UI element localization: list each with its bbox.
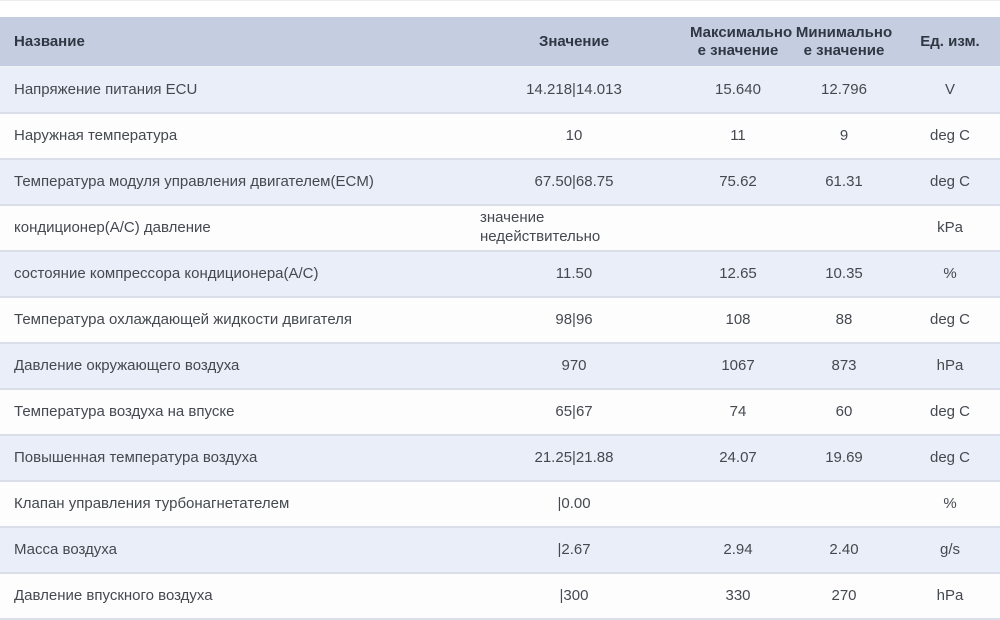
cell-name: Температура охлаждающей жидкости двигате… (14, 310, 353, 328)
cell-min: 60 (835, 402, 853, 420)
column-header-name: Название (0, 17, 460, 68)
cell-value: 67.50|68.75 (534, 172, 614, 190)
cell-min: 19.69 (825, 448, 863, 466)
cell-max: 330 (725, 586, 751, 604)
table-row[interactable]: Клапан управления турбонагнетателем |0.00… (0, 481, 1000, 528)
table-row[interactable]: Повышенная температура воздуха 21.25|21.8… (0, 435, 1000, 482)
table-row[interactable]: состояние компрессора кондиционера(A/C) 1… (0, 251, 1000, 298)
cell-value: 98|96 (555, 310, 593, 328)
cell-unit: kPa (937, 218, 963, 236)
cell-name: Температура воздуха на впуске (14, 402, 235, 420)
cell-name: Давление окружающего воздуха (14, 356, 240, 374)
cell-min: 9 (839, 126, 849, 144)
cell-value: значение недействительно (480, 209, 601, 245)
column-header-value: Значение (460, 17, 688, 68)
cell-max: 24.07 (719, 448, 757, 466)
cell-unit: % (943, 494, 957, 512)
cell-unit: % (943, 264, 957, 282)
cell-unit: deg C (929, 310, 971, 328)
cell-max: 1067 (721, 356, 755, 374)
cell-min: 270 (831, 586, 857, 604)
table-row[interactable]: Масса воздуха |2.67 2.94 2.40 g/s (0, 527, 1000, 574)
cell-value: |2.67 (557, 540, 591, 558)
table-row[interactable]: Наружная температура 10 11 9 deg C (0, 113, 1000, 160)
cell-value: 14.218|14.013 (526, 80, 622, 98)
cell-name: Наружная температура (14, 126, 178, 144)
live-data-table: Название Значение Максимально е значение… (0, 17, 1000, 620)
table-row[interactable]: Давление впускного воздуха |300 330 270 hPa (0, 573, 1000, 620)
cell-name: Давление впускного воздуха (14, 586, 213, 604)
table-row[interactable]: Напряжение питания ECU 14.218|14.013 15.64… (0, 67, 1000, 114)
cell-max: 75.62 (719, 172, 757, 190)
cell-min: 88 (835, 310, 853, 328)
cell-max: 108 (725, 310, 751, 328)
window-top-strip (0, 0, 1000, 17)
column-header-min: Минимально е значение (788, 17, 900, 68)
cell-name: Клапан управления турбонагнетателем (14, 494, 290, 512)
cell-min: 61.31 (825, 172, 863, 190)
cell-unit: deg C (929, 126, 971, 144)
cell-name: Температура модуля управления двигателем… (14, 172, 374, 190)
cell-name: Повышенная температура воздуха (14, 448, 258, 466)
cell-value: 11.50 (555, 264, 593, 282)
cell-min: 873 (831, 356, 857, 374)
cell-min: 2.40 (829, 540, 859, 558)
cell-min: 12.796 (821, 80, 867, 98)
cell-value: 10 (565, 126, 583, 144)
cell-value: 65|67 (555, 402, 593, 420)
cell-name: Масса воздуха (14, 540, 117, 558)
cell-max: 11 (730, 126, 746, 144)
table-header: Название Значение Максимально е значение… (0, 17, 1000, 68)
table-row[interactable]: Температура модуля управления двигателем… (0, 159, 1000, 206)
cell-max: 74 (729, 402, 747, 420)
cell-max: 15.640 (715, 80, 761, 98)
table-row[interactable]: Давление окружающего воздуха 970 1067 873 hP… (0, 343, 1000, 390)
cell-unit: hPa (936, 356, 964, 374)
cell-name: кондиционер(A/C) давление (14, 218, 211, 236)
cell-value: 970 (561, 356, 587, 374)
cell-name: состояние компрессора кондиционера(A/C) (14, 264, 319, 282)
column-header-max: Максимально е значение (688, 17, 792, 68)
cell-value: 21.25|21.88 (534, 448, 614, 466)
table-row[interactable]: Температура охлаждающей жидкости двигате… (0, 297, 1000, 344)
table-body: Напряжение питания ECU 14.218|14.013 15.64… (0, 67, 1000, 620)
cell-unit: deg C (929, 402, 971, 420)
cell-unit: hPa (936, 586, 964, 604)
cell-unit: g/s (939, 540, 960, 558)
cell-max: 12.65 (719, 264, 757, 282)
table-row[interactable]: кондиционер(A/C) давление значение недейс… (0, 205, 1000, 252)
cell-value: |300 (559, 586, 589, 604)
cell-unit: deg C (929, 448, 971, 466)
table-row[interactable]: Температура воздуха на впуске 65|67 74 60 de… (0, 389, 1000, 436)
cell-name: Напряжение питания ECU (14, 80, 198, 98)
cell-unit: deg C (929, 172, 971, 190)
cell-unit: V (944, 80, 955, 98)
cell-value: |0.00 (557, 494, 591, 512)
table-header-row: Название Значение Максимально е значение… (0, 17, 1000, 68)
column-header-unit: Ед. изм. (900, 17, 1000, 68)
cell-max: 2.94 (723, 540, 753, 558)
cell-min: 10.35 (825, 264, 863, 282)
